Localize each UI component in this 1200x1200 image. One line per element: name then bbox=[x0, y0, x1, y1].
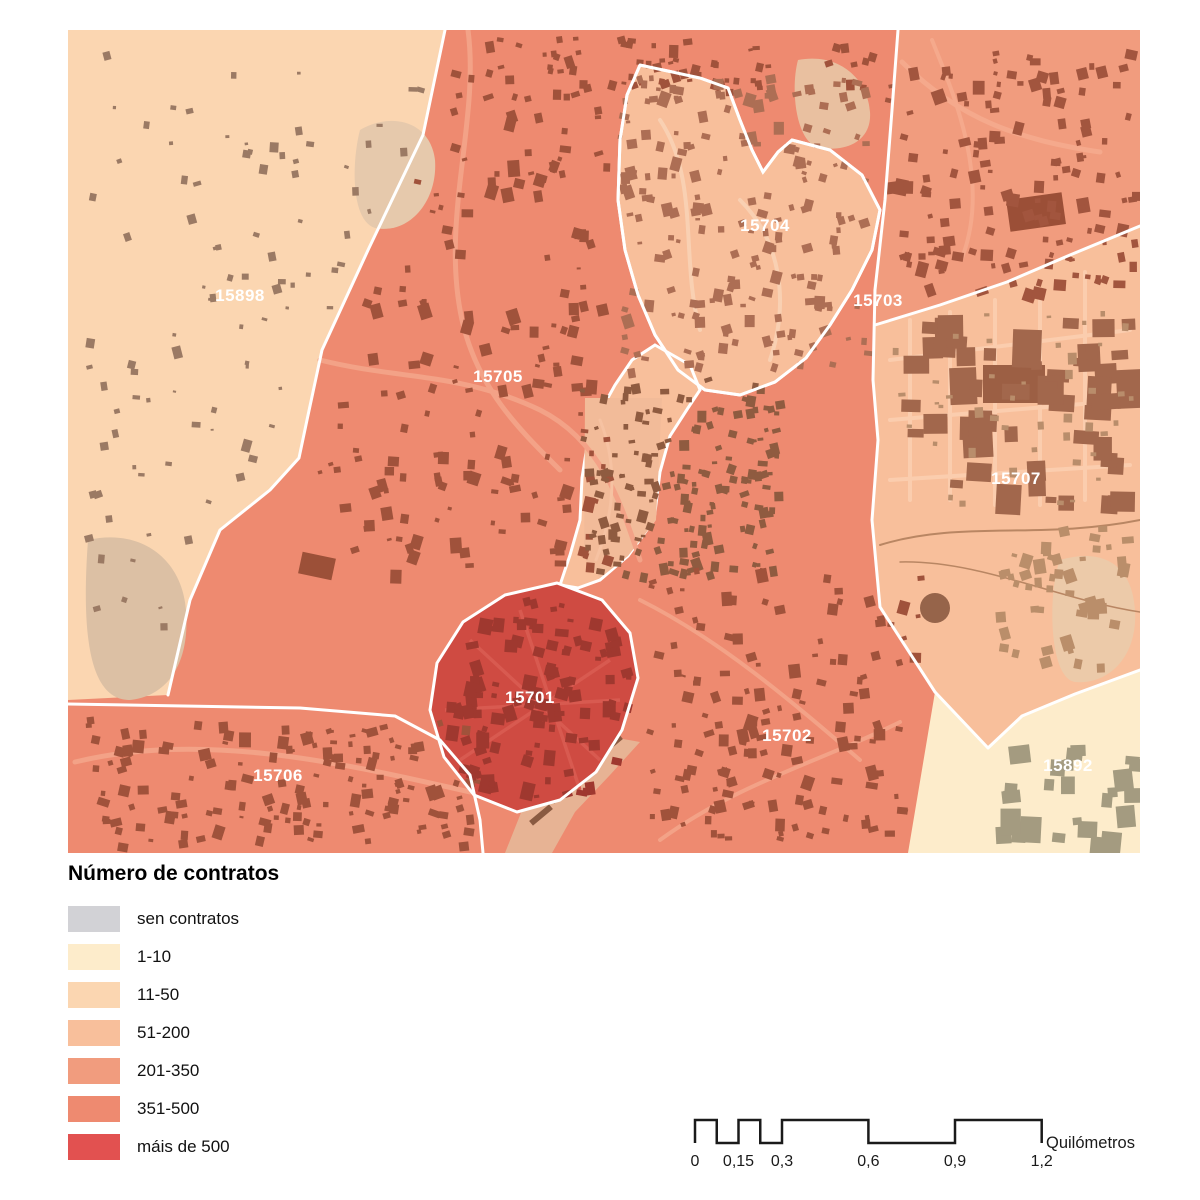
scalebar-tick-label: 0 bbox=[691, 1153, 700, 1170]
legend-swatch-1-10 bbox=[68, 944, 120, 970]
legend-row: máis de 500 bbox=[68, 1134, 488, 1160]
scalebar-tick-label: 0,6 bbox=[857, 1153, 879, 1170]
legend-swatch-mais-de-500 bbox=[68, 1134, 120, 1160]
buildings-layer bbox=[84, 35, 1140, 853]
legend-row: 1-10 bbox=[68, 944, 488, 970]
legend-row: sen contratos bbox=[68, 906, 488, 932]
legend-row: 11-50 bbox=[68, 982, 488, 1008]
legend-title: Número de contratos bbox=[68, 862, 280, 885]
district-label-15704: 15704 bbox=[740, 216, 790, 235]
landuse-patches bbox=[85, 58, 1136, 700]
legend-swatch-51-200 bbox=[68, 1020, 120, 1046]
district-label-15706: 15706 bbox=[253, 766, 303, 785]
legend-label: 1-10 bbox=[137, 947, 172, 966]
district-label-15892: 15892 bbox=[1043, 756, 1093, 775]
district-label-15702: 15702 bbox=[762, 726, 812, 745]
district-label-15701: 15701 bbox=[505, 688, 555, 707]
scalebar-line bbox=[693, 1118, 1043, 1145]
legend-swatch-sen-contratos bbox=[68, 906, 120, 932]
scalebar-tick-label: 0,3 bbox=[771, 1153, 793, 1170]
legend-label: 11-50 bbox=[137, 985, 180, 1004]
legend-row: 51-200 bbox=[68, 1020, 488, 1046]
scalebar-tick-label: 1,2 bbox=[1031, 1153, 1053, 1170]
district-label-15705: 15705 bbox=[473, 367, 523, 386]
legend-row: 201-350 bbox=[68, 1058, 488, 1084]
legend-label: 201-350 bbox=[137, 1061, 200, 1080]
poi-circle bbox=[920, 593, 950, 623]
legend-swatch-351-500 bbox=[68, 1096, 120, 1122]
district-label-15703: 15703 bbox=[853, 291, 903, 310]
legend-swatch-11-50 bbox=[68, 982, 120, 1008]
legend-label: 51-200 bbox=[137, 1023, 190, 1042]
map-region-15898 bbox=[68, 30, 445, 700]
legend-row: 351-500 bbox=[68, 1096, 488, 1122]
district-boundary bbox=[428, 581, 640, 814]
scalebar-unit-label: Quilómetros bbox=[1046, 1134, 1135, 1152]
district-boundary bbox=[870, 30, 937, 694]
map-layers: 15898 15704 15703 15705 15707 15701 1570… bbox=[68, 30, 1140, 853]
legend-swatch-201-350 bbox=[68, 1058, 120, 1084]
scalebar-tick-label: 0,9 bbox=[944, 1153, 966, 1170]
scalebar: 0 0,15 0,3 0,6 0,9 1,2 Quilómetros bbox=[691, 1118, 1135, 1170]
district-label-15898: 15898 bbox=[215, 286, 265, 305]
legend-label: 351-500 bbox=[137, 1099, 200, 1118]
district-labels: 15898 15704 15703 15705 15707 15701 1570… bbox=[215, 216, 1093, 785]
legend: Número de contratos sen contratos 1-10 1… bbox=[68, 862, 488, 1172]
scalebar-tick-label: 0,15 bbox=[723, 1153, 754, 1170]
legend-label: máis de 500 bbox=[137, 1137, 230, 1156]
district-boundary bbox=[166, 30, 447, 697]
district-boundary bbox=[616, 63, 882, 397]
district-boundaries bbox=[68, 30, 1140, 853]
district-label-15707: 15707 bbox=[991, 469, 1041, 488]
district-boundary bbox=[873, 224, 1140, 327]
district-boundary bbox=[933, 668, 1140, 750]
legend-label: sen contratos bbox=[137, 909, 240, 928]
